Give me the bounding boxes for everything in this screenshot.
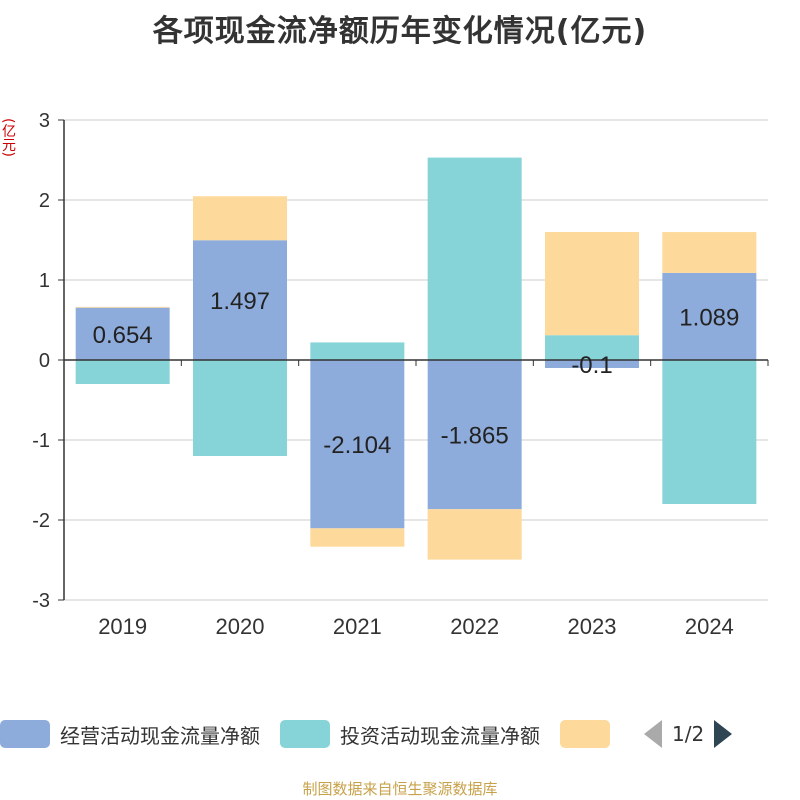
y-tick-label: 0 <box>39 350 50 372</box>
x-tick-label-2020: 2020 <box>216 614 265 639</box>
legend-swatch-financing <box>560 720 610 748</box>
bar-1-2023 <box>545 360 639 368</box>
legend-label-investing: 投资活动现金流量净额 <box>340 723 540 748</box>
bar-3-2020 <box>193 196 287 241</box>
chart-title: 各项现金流净额历年变化情况(亿元) <box>152 14 648 49</box>
data-label-2023: -0.1 <box>571 352 612 379</box>
y-tick-label: -3 <box>32 590 50 612</box>
bar-2-2019 <box>75 360 170 384</box>
legend-swatch-operating <box>0 720 50 748</box>
y-axis-unit: (亿元) <box>0 118 16 157</box>
data-label-2024: 1.089 <box>679 304 739 331</box>
data-label-2020: 1.497 <box>210 288 270 315</box>
bar-1-2020 <box>193 240 287 360</box>
legend-item-financing[interactable] <box>560 720 620 748</box>
x-tick-label-2022: 2022 <box>450 614 499 639</box>
bar-1-2022 <box>427 360 522 510</box>
bar-3-2023 <box>545 232 639 336</box>
bar-3-2019 <box>75 306 170 308</box>
bar-2-2022 <box>427 157 522 360</box>
y-tick-label: 3 <box>39 110 50 132</box>
bar-1-2021 <box>310 360 405 529</box>
legend-prev-page-icon[interactable] <box>644 720 662 748</box>
bar-3-2021 <box>310 528 405 547</box>
legend-item-operating[interactable]: 经营活动现金流量净额 <box>0 720 260 749</box>
legend: 经营活动现金流量净额 投资活动现金流量净额 1/2 <box>0 716 800 752</box>
bar-2-2024 <box>662 360 757 504</box>
data-label-2021: -2.104 <box>323 432 391 459</box>
legend-swatch-investing <box>280 720 330 748</box>
bar-1-2019 <box>75 307 170 360</box>
x-tick-label-2024: 2024 <box>685 614 734 639</box>
x-tick-label-2019: 2019 <box>98 614 147 639</box>
x-tick-label-2023: 2023 <box>568 614 617 639</box>
legend-label-operating: 经营活动现金流量净额 <box>60 723 260 748</box>
bars <box>75 157 757 560</box>
bar-3-2022 <box>427 509 522 560</box>
legend-item-investing[interactable]: 投资活动现金流量净额 <box>280 720 540 749</box>
bar-1-2024 <box>662 272 757 360</box>
bar-2-2021 <box>310 342 405 360</box>
bar-3-2024 <box>662 232 757 273</box>
data-source-note: 制图数据来自恒生聚源数据库 <box>302 780 498 798</box>
data-label-2019: 0.654 <box>93 322 153 349</box>
data-label-2022: -1.865 <box>441 423 509 450</box>
bar-2-2023 <box>545 335 639 360</box>
data-labels: 0.654 1.497 -2.104 -1.865 -0.1 1.089 <box>93 288 740 459</box>
chart-plot: 3 2 1 0 -1 -2 -3 2019 2020 2021 2022 2023 2024 0.654… <box>32 110 769 639</box>
y-tick-label: -2 <box>32 510 50 532</box>
y-tick-label: 2 <box>39 190 50 212</box>
y-tick-label: -1 <box>32 430 50 452</box>
bar-2-2020 <box>193 360 287 456</box>
legend-page-indicator: 1/2 <box>672 722 705 746</box>
x-tick-label-2021: 2021 <box>333 614 382 639</box>
legend-next-page-icon[interactable] <box>714 720 733 748</box>
axes: 3 2 1 0 -1 -2 -3 2019 2020 2021 2022 2023 2024 <box>32 110 769 639</box>
y-tick-label: 1 <box>39 270 50 292</box>
